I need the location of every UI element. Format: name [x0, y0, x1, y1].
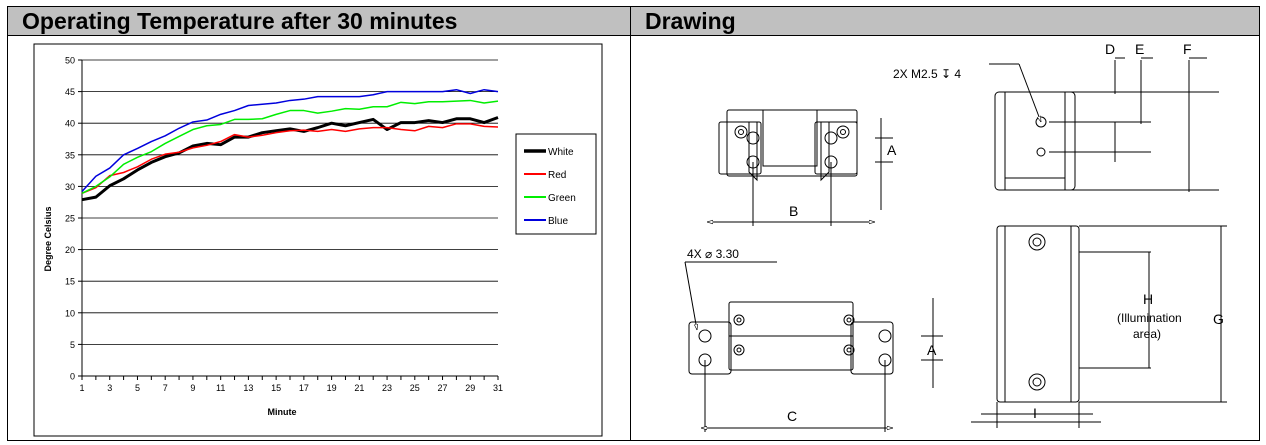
legend-label-green: Green: [548, 193, 576, 204]
hole-callout: 4X ⌀ 3.30: [687, 247, 739, 261]
drawing-section-header: Drawing: [630, 6, 1260, 36]
legend-label-red: Red: [548, 170, 566, 181]
x-tick-label-15: 31: [493, 383, 503, 393]
view-side-bottom: [684, 261, 943, 432]
x-tick-label-3: 7: [163, 383, 168, 393]
dim-label-i: I: [1033, 405, 1037, 421]
view-front-bottom: [971, 225, 1227, 428]
illumination-note-line-1: (Illumination: [1117, 311, 1182, 325]
chart-series: [81, 88, 499, 202]
legend-label-white: White: [548, 147, 574, 158]
x-tick-label-4: 9: [190, 383, 195, 393]
chart-frame: [33, 43, 603, 437]
legend-label-blue: Blue: [548, 216, 568, 227]
illumination-note-line-2: area): [1133, 327, 1161, 341]
x-tick-label-5: 11: [216, 383, 225, 393]
x-tick-label-11: 23: [382, 383, 392, 393]
drawing-section-title: Drawing: [645, 8, 736, 34]
y-tick-label-3: 15: [65, 277, 75, 287]
y-tick-label-8: 40: [65, 119, 75, 129]
dim-label-f: F: [1183, 41, 1192, 57]
y-tick-label-1: 5: [70, 340, 75, 350]
chart-section-header: Operating Temperature after 30 minutes: [7, 6, 631, 36]
y-tick-label-5: 25: [65, 214, 75, 224]
dim-label-a: A: [887, 142, 897, 158]
y-tick-label-4: 20: [65, 245, 75, 255]
x-tick-label-13: 27: [438, 383, 448, 393]
dim-label-b: B: [789, 203, 798, 219]
x-tick-label-10: 21: [354, 383, 364, 393]
view-front-top: [989, 57, 1219, 192]
y-tick-label-10: 50: [65, 56, 75, 66]
y-tick-label-9: 45: [65, 87, 75, 97]
x-tick-label-7: 15: [271, 383, 281, 393]
series-line-white: [81, 116, 499, 202]
y-tick-label-0: 0: [70, 372, 75, 382]
view-side-top: [707, 109, 893, 226]
x-tick-label-0: 1: [79, 383, 84, 393]
x-axis-label: Minute: [268, 407, 297, 417]
series-line-red: [81, 123, 499, 195]
series-line-green: [81, 99, 499, 195]
x-tick-label-1: 3: [107, 383, 112, 393]
y-tick-label-2: 10: [65, 308, 75, 318]
dim-label-c: C: [787, 408, 797, 424]
dim-label-a-bottom: A: [927, 342, 937, 358]
x-tick-label-2: 5: [135, 383, 140, 393]
dim-label-h: H: [1143, 291, 1153, 307]
chart-section-title: Operating Temperature after 30 minutes: [22, 8, 458, 34]
chart-cell: 0 5 10 15 20 25 30 35 40 45 50 1 3 5 7 9 11 13 15 17 19 21 23 2…: [7, 35, 631, 441]
mechanical-drawing: A B D E F 2: [684, 41, 1227, 432]
x-tick-label-14: 29: [465, 383, 475, 393]
drawing-cell: A B D E F 2: [630, 35, 1260, 441]
dim-label-d: D: [1105, 41, 1115, 57]
x-tick-label-8: 17: [299, 383, 309, 393]
y-tick-label-7: 35: [65, 150, 75, 160]
x-tick-label-6: 13: [243, 383, 253, 393]
x-tick-label-9: 19: [327, 383, 337, 393]
dim-label-g: G: [1213, 311, 1224, 327]
thread-callout: 2X M2.5 ↧ 4: [893, 67, 961, 81]
chart-legend: White Red Green Blue: [515, 133, 597, 235]
y-tick-label-6: 30: [65, 182, 75, 192]
x-tick-label-12: 25: [410, 383, 420, 393]
dim-label-e: E: [1135, 41, 1144, 57]
series-line-blue: [81, 88, 499, 192]
y-axis-label: Degree Celsius: [43, 206, 53, 271]
